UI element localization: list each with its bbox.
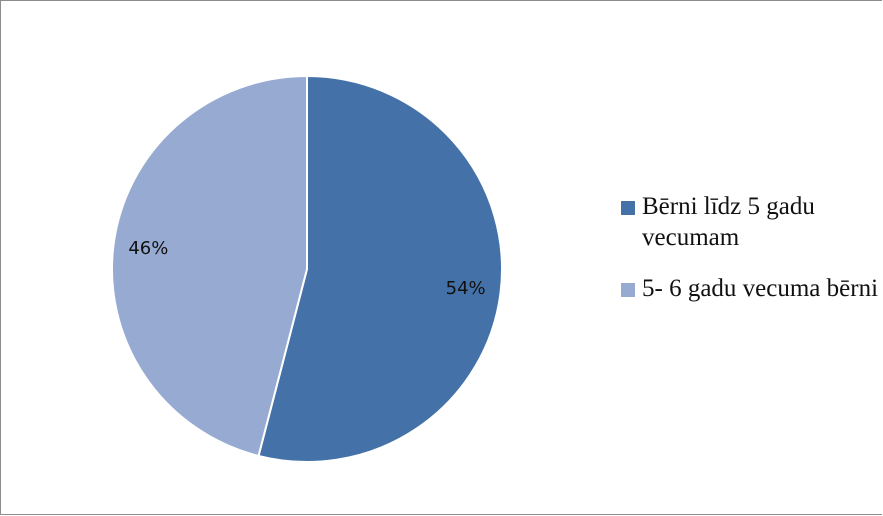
- pie-data-labels: 54% 46%: [128, 238, 485, 299]
- legend-swatch-0: [621, 201, 635, 215]
- pie-slice-1: [111, 74, 308, 458]
- data-label-0: 54%: [446, 278, 486, 299]
- data-label-1: 46%: [128, 238, 168, 259]
- legend-label-0: Bērni līdz 5 gadu vecumam: [642, 193, 815, 251]
- pie-slices: [111, 74, 503, 463]
- legend-label-1: 5- 6 gadu vecuma bērni: [642, 275, 879, 302]
- chart-legend: Bērni līdz 5 gadu vecumam 5- 6 gadu vecu…: [621, 191, 881, 324]
- legend-entry-0: Bērni līdz 5 gadu vecumam: [621, 191, 881, 253]
- legend-entry-1: 5- 6 gadu vecuma bērni: [621, 273, 881, 304]
- pie-slice-0: [257, 74, 503, 463]
- legend-swatch-1: [621, 283, 635, 297]
